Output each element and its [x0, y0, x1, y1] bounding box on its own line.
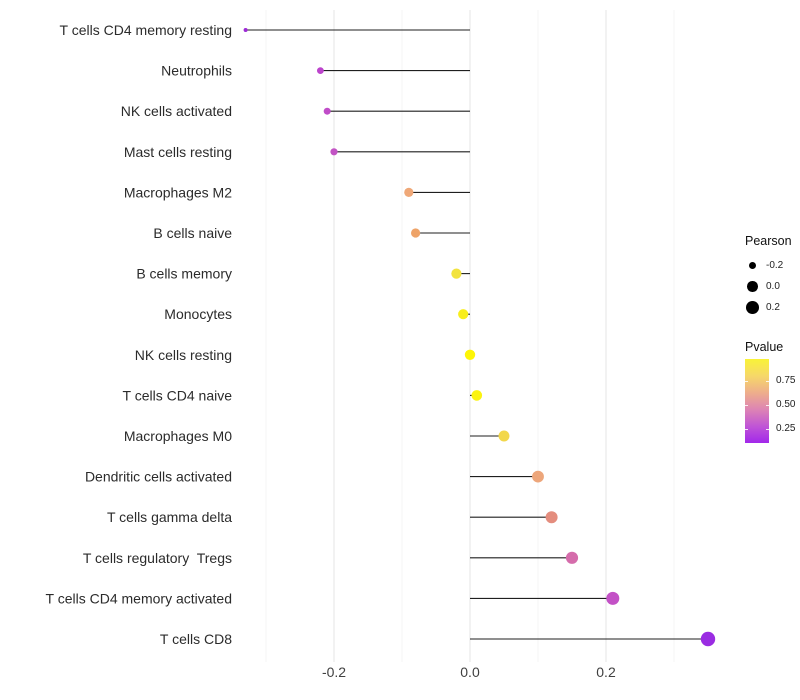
legend-size-dot-icon: [746, 301, 759, 314]
data-point: [323, 107, 331, 115]
pearson-size-entries: -0.2 0.0 0.2: [745, 255, 800, 318]
data-point: [565, 551, 579, 564]
y-axis-label: T cells CD8: [160, 631, 232, 647]
data-point: [404, 187, 414, 197]
data-point: [243, 28, 248, 32]
x-axis-tick-label: 0.2: [596, 664, 616, 680]
colorbar-tick-label: 0.25: [776, 422, 796, 434]
legend-size-dot-icon: [747, 281, 758, 292]
y-axis-label: B cells naive: [153, 225, 232, 241]
colorbar-tick-label: 0.75: [776, 374, 796, 386]
y-axis-label: T cells CD4 memory resting: [60, 22, 232, 38]
legend-size-label: -0.2: [766, 260, 784, 271]
data-point: [545, 511, 558, 524]
data-point: [464, 349, 476, 360]
colorbar-tick-label: 0.50: [776, 398, 796, 410]
colorbar-tick-mark: [766, 380, 769, 383]
y-axis-label: T cells CD4 naive: [123, 387, 233, 403]
y-axis-label: T cells CD4 memory activated: [46, 590, 232, 606]
pvalue-legend-title: Pvalue: [745, 340, 784, 354]
y-axis-label: Mast cells resting: [124, 144, 232, 160]
data-point: [532, 470, 544, 483]
y-axis-label: T cells regulatory Tregs: [83, 550, 232, 566]
pvalue-colorbar: [745, 359, 769, 443]
y-axis-label: Macrophages M2: [124, 184, 232, 200]
pvalue-colorbar-wrap: 0.75 0.50 0.25: [745, 359, 800, 449]
data-point: [606, 591, 620, 605]
data-point: [317, 67, 324, 74]
pearson-legend-entry: -0.2: [745, 255, 800, 276]
y-axis-label: Dendritic cells activated: [85, 469, 232, 485]
y-axis-label: NK cells resting: [135, 347, 232, 363]
legend: Pearson -0.2 0.0 0.2 Pvalue 0.75 0.50 0.25: [745, 234, 800, 449]
data-point: [451, 268, 462, 279]
legend-size-dot-icon: [748, 261, 757, 270]
legend-dot-box: [745, 300, 760, 315]
legend-dot-box: [745, 258, 760, 273]
pearson-legend-entry: 0.0: [745, 276, 800, 297]
pearson-legend-title: Pearson: [745, 234, 792, 248]
colorbar-tick-mark: [745, 428, 748, 431]
data-point: [471, 390, 483, 401]
y-axis-label: Neutrophils: [161, 63, 232, 79]
x-axis-tick-label: -0.2: [322, 664, 346, 680]
legend-dot-box: [745, 279, 760, 294]
data-point: [498, 430, 510, 442]
colorbar-tick-mark: [745, 380, 748, 383]
legend-size-label: 0.2: [766, 302, 780, 313]
data-point: [330, 148, 338, 156]
y-axis-label: T cells gamma delta: [107, 509, 232, 525]
y-axis-label: Macrophages M0: [124, 428, 232, 444]
legend-size-label: 0.0: [766, 281, 780, 292]
data-point: [411, 228, 421, 238]
data-point: [700, 631, 716, 647]
y-axis-label: Monocytes: [164, 306, 232, 322]
pearson-legend-entry: 0.2: [745, 297, 800, 318]
colorbar-tick-mark: [766, 428, 769, 431]
y-axis-label: B cells memory: [136, 266, 232, 282]
y-axis-label: NK cells activated: [121, 103, 232, 119]
colorbar-tick-mark: [766, 404, 769, 407]
data-point: [458, 309, 469, 320]
x-axis-tick-label: 0.0: [460, 664, 480, 680]
colorbar-tick-mark: [745, 404, 748, 407]
